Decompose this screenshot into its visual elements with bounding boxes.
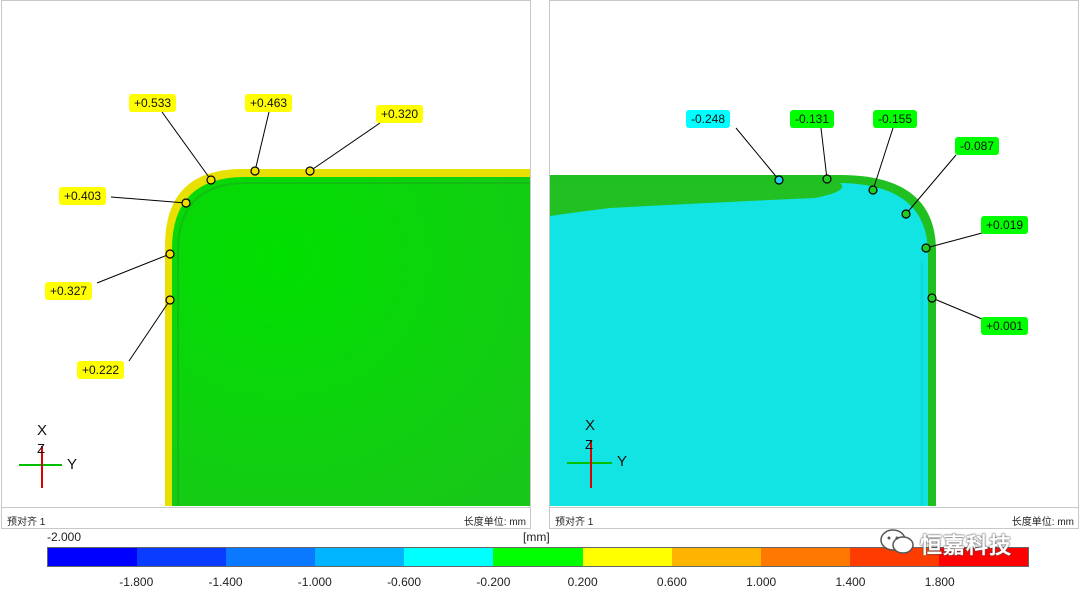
left-axis-y-label: Y: [67, 456, 78, 473]
right-callout-4[interactable]: -0.087: [955, 137, 1000, 155]
right-leader-lines: [735, 127, 983, 320]
right-axis-triad: [567, 441, 612, 488]
right-axis-y-label: Y: [617, 453, 628, 470]
right-status-alignment: 预对齐 1: [555, 517, 594, 528]
colorbar-tick-label: 0.200: [567, 575, 598, 589]
left-callout-2[interactable]: +0.463: [245, 94, 293, 112]
colorbar-tick-label: -0.200: [476, 575, 511, 589]
left-axis-z-label: Z: [37, 441, 45, 456]
wechat-icon: [880, 529, 914, 554]
left-callout-5[interactable]: +0.327: [45, 282, 93, 300]
colorbar-segment: [493, 548, 583, 566]
left-status-alignment: 预对齐 1: [7, 517, 46, 528]
left-leader-lines: [96, 111, 381, 362]
left-part-surface: [172, 177, 530, 506]
colorbar-tick-label: -1.000: [297, 575, 332, 589]
left-axis-x-label: X: [37, 422, 48, 439]
colorbar-segment: [938, 548, 1029, 566]
right-surface-view: [550, 127, 983, 506]
colorbar-segment: [315, 548, 405, 566]
colorbar-tick-label: -1.400: [208, 575, 243, 589]
scale-min-label: -2.000: [47, 530, 82, 544]
right-axis-x-label: X: [585, 417, 596, 434]
left-callout-4[interactable]: +0.403: [59, 187, 107, 205]
left-viewport[interactable]: +0.533 +0.463 +0.320 +0.403 +0.327 +0.22…: [1, 0, 531, 529]
colorbar-tick-label: 1.800: [924, 575, 955, 589]
right-callout-5[interactable]: +0.019: [981, 216, 1029, 234]
colorbar-segment: [849, 548, 939, 566]
colorbar-segment: [760, 548, 850, 566]
colorbar-tick-label: -1.800: [119, 575, 154, 589]
right-callout-6[interactable]: +0.001: [981, 317, 1029, 335]
colorbar: [47, 547, 1029, 567]
colorbar-segment: [582, 548, 672, 566]
left-status-units: 长度单位: mm: [463, 517, 526, 528]
left-measure-points: [165, 166, 315, 305]
left-axis-triad: [19, 446, 62, 488]
left-callout-1[interactable]: +0.533: [129, 94, 177, 112]
right-callout-3[interactable]: -0.155: [873, 110, 918, 128]
colorbar-tick-label: 0.600: [656, 575, 687, 589]
right-axis-z-label: Z: [585, 437, 593, 452]
colorbar-tick-label: -0.600: [387, 575, 422, 589]
right-viewport[interactable]: -0.248 -0.131 -0.155 -0.087 +0.019 +0.00…: [549, 0, 1079, 529]
watermark: 恒嘉科技: [880, 526, 1060, 560]
colorbar-segment: [48, 548, 138, 566]
right-part-surface: [550, 183, 928, 506]
left-surface-view: [19, 111, 530, 506]
right-status-bar: 预对齐 1 长度单位: mm: [550, 507, 1078, 528]
right-callout-2[interactable]: -0.131: [790, 110, 835, 128]
right-callout-1[interactable]: -0.248: [686, 110, 731, 128]
watermark-text: 恒嘉科技: [920, 533, 1013, 558]
colorbar-tick-label: 1.400: [835, 575, 866, 589]
right-measure-points: [774, 174, 937, 303]
left-status-bar: 预对齐 1 长度单位: mm: [2, 507, 530, 528]
colorbar-tick-label: 1.000: [746, 575, 777, 589]
scale-unit-label: [mm]: [523, 530, 550, 544]
left-callout-3[interactable]: +0.320: [376, 105, 424, 123]
colorbar-segment: [404, 548, 494, 566]
right-status-units: 长度单位: mm: [1011, 517, 1074, 528]
left-callout-6[interactable]: +0.222: [77, 361, 125, 379]
colorbar-segment: [671, 548, 761, 566]
colorbar-segment: [137, 548, 227, 566]
colorbar-segment: [226, 548, 316, 566]
